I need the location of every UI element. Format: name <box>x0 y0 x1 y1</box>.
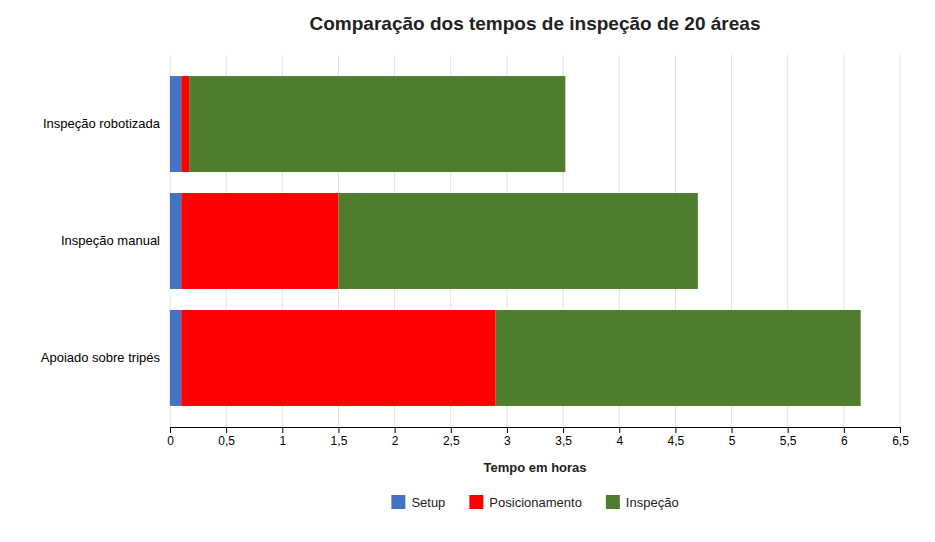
x-tick-mark <box>451 427 452 433</box>
legend-swatch <box>606 495 620 509</box>
bar <box>189 76 565 172</box>
legend-item: Inspeção <box>606 495 679 510</box>
bar <box>170 310 181 406</box>
bar-series <box>170 76 181 406</box>
x-tick-label: 3,5 <box>555 434 572 448</box>
x-tick-label: 6,5 <box>892 434 909 448</box>
x-tick-mark <box>563 427 564 433</box>
x-tick: 4 <box>616 427 623 448</box>
x-tick-mark <box>788 427 789 433</box>
x-tick: 2 <box>392 427 399 448</box>
bar <box>496 310 861 406</box>
y-tick-label: Inspeção manual <box>61 233 160 248</box>
grid-line <box>900 55 901 427</box>
x-tick-label: 6 <box>841 434 848 448</box>
x-tick-mark <box>507 427 508 433</box>
bar <box>170 193 181 289</box>
x-tick-mark <box>338 427 339 433</box>
x-tick: 6,5 <box>892 427 909 448</box>
legend-item: Posicionamento <box>469 495 582 510</box>
bar <box>181 193 338 289</box>
x-axis: 0 0,5 1 1,5 2 2,5 3 3,5 4 4,5 5 5,5 6 6,5 <box>167 427 909 448</box>
x-tick-label: 5 <box>729 434 736 448</box>
y-tick: Inspeção robotizada <box>43 116 161 131</box>
x-axis-line <box>171 428 901 434</box>
x-tick: 3,5 <box>555 427 572 448</box>
x-tick-label: 4 <box>616 434 623 448</box>
x-tick: 4,5 <box>668 427 685 448</box>
x-tick-mark <box>675 427 676 433</box>
x-tick: 5,5 <box>780 427 797 448</box>
bars <box>170 76 861 406</box>
bar <box>338 193 697 289</box>
legend-swatch <box>391 495 405 509</box>
y-tick: Apoiado sobre tripés <box>41 350 161 365</box>
x-tick-mark <box>282 427 283 433</box>
x-tick: 1 <box>279 427 286 448</box>
legend-item: Setup <box>391 495 445 510</box>
x-axis-title: Tempo em horas <box>483 460 586 475</box>
y-tick-label: Apoiado sobre tripés <box>41 350 161 365</box>
x-tick-mark <box>844 427 845 433</box>
x-tick: 2,5 <box>443 427 460 448</box>
x-tick-mark <box>619 427 620 433</box>
x-tick: 0 <box>167 427 174 448</box>
x-tick-mark <box>900 427 901 433</box>
grid <box>170 55 900 427</box>
x-tick: 5 <box>729 427 736 448</box>
x-tick-label: 0 <box>167 434 174 448</box>
legend: Setup Posicionamento Inspeção <box>391 495 678 510</box>
x-tick: 6 <box>841 427 848 448</box>
chart: 0 0,5 1 1,5 2 2,5 3 3,5 4 4,5 5 5,5 6 6,5 Apoiado sobr… <box>0 0 935 542</box>
title: Comparação dos tempos de inspeção de 20 … <box>310 13 761 34</box>
x-tick-label: 1,5 <box>331 434 348 448</box>
y-tick: Inspeção manual <box>61 233 160 248</box>
x-tick-label: 2,5 <box>443 434 460 448</box>
x-tick-label: 4,5 <box>668 434 685 448</box>
legend-swatch <box>469 495 483 509</box>
y-tick-label: Inspeção robotizada <box>43 116 161 131</box>
bar <box>181 76 189 172</box>
x-tick: 3 <box>504 427 511 448</box>
x-tick: 1,5 <box>331 427 348 448</box>
plot: 0 0,5 1 1,5 2 2,5 3 3,5 4 4,5 5 5,5 6 6,5 Apoiado sobr… <box>41 55 909 448</box>
x-tick-label: 2 <box>392 434 399 448</box>
bar <box>181 310 495 406</box>
x-tick-label: 3 <box>504 434 511 448</box>
x-tick: 0,5 <box>218 427 235 448</box>
x-tick-mark <box>170 427 171 433</box>
bar <box>170 76 181 172</box>
bar-series <box>189 76 861 406</box>
x-tick-mark <box>226 427 227 433</box>
x-tick-label: 1 <box>279 434 286 448</box>
x-tick-label: 5,5 <box>780 434 797 448</box>
legend-label: Posicionamento <box>489 495 582 510</box>
legend-label: Setup <box>411 495 445 510</box>
y-axis: Apoiado sobre tripés Inspeção manual Inspe… <box>41 116 161 365</box>
x-tick-mark <box>732 427 733 433</box>
legend-label: Inspeção <box>626 495 679 510</box>
x-tick-label: 0,5 <box>218 434 235 448</box>
x-tick-mark <box>395 427 396 433</box>
